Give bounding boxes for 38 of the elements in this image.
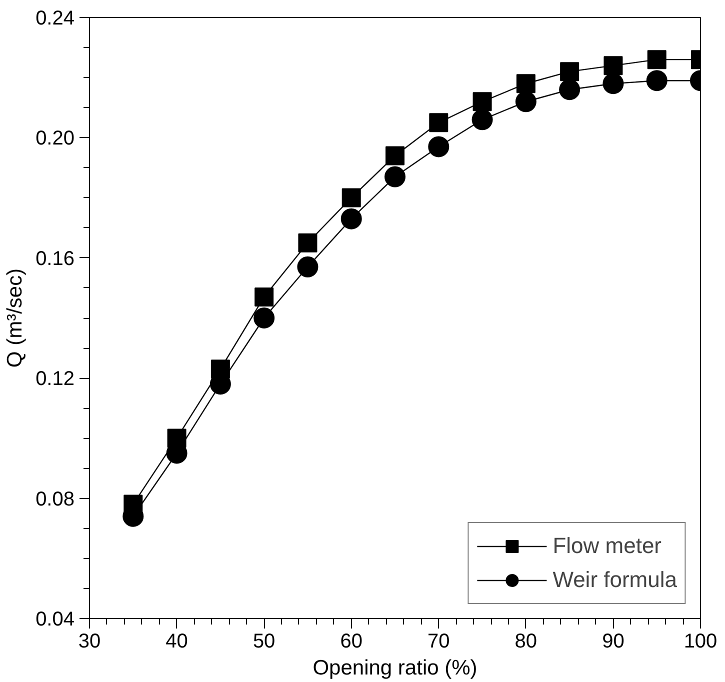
point	[560, 62, 580, 82]
legend-label: Weir formula	[552, 567, 677, 593]
x-axis-title: Opening ratio (%)	[312, 656, 478, 680]
point	[559, 79, 580, 100]
legend-label: Flow meter	[552, 533, 662, 559]
point	[429, 113, 448, 132]
y-tick-label: 0.04	[36, 608, 75, 630]
x-tick-label: 40	[166, 630, 188, 652]
point	[386, 146, 404, 166]
point	[515, 91, 536, 112]
point	[254, 308, 275, 328]
point	[472, 92, 492, 112]
point	[428, 136, 450, 158]
y-tick-label: 0.08	[36, 488, 75, 510]
x-tick-label: 50	[252, 630, 276, 652]
x-tick-label: 80	[514, 630, 538, 652]
point	[602, 73, 624, 94]
point	[516, 74, 536, 94]
x-tick-label: 70	[428, 630, 450, 652]
y-tick-label: 0.20	[36, 128, 75, 150]
point	[254, 287, 274, 306]
y-axis-title: Q (m³/sec)	[4, 268, 27, 368]
point	[646, 70, 668, 92]
x-tick-label: 100	[684, 630, 718, 652]
point	[342, 188, 361, 208]
point	[604, 56, 623, 76]
y-tick-label: 0.16	[36, 248, 75, 270]
point	[472, 109, 493, 130]
point	[384, 166, 406, 188]
point	[647, 50, 666, 70]
y-tick-label: 0.12	[36, 368, 75, 390]
point	[298, 233, 318, 252]
x-tick-label: 60	[340, 630, 362, 652]
point	[297, 256, 318, 278]
x-tick-label: 30	[78, 630, 101, 652]
x-tick-label: 90	[602, 630, 624, 652]
point	[340, 208, 362, 230]
y-tick-label: 0.24	[36, 8, 75, 30]
